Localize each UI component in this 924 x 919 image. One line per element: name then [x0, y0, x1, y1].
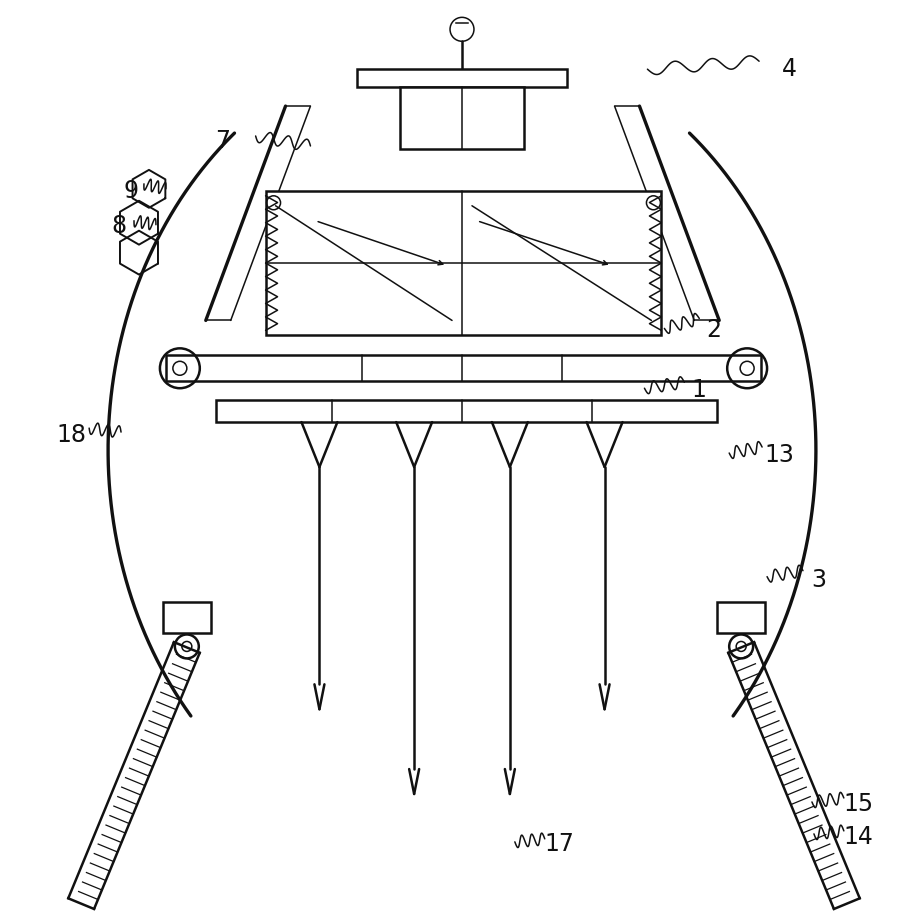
- Text: 4: 4: [782, 57, 796, 81]
- Text: 14: 14: [844, 825, 874, 849]
- Text: 1: 1: [692, 379, 707, 403]
- Bar: [163, 602, 211, 633]
- Text: 7: 7: [215, 129, 230, 153]
- Text: 8: 8: [112, 214, 127, 238]
- Bar: [166, 356, 761, 381]
- Text: 18: 18: [56, 423, 86, 447]
- Text: 3: 3: [811, 568, 826, 592]
- Bar: [717, 602, 765, 633]
- Text: 17: 17: [545, 832, 575, 856]
- Text: 9: 9: [124, 179, 139, 203]
- Bar: [215, 400, 717, 422]
- Text: 15: 15: [844, 792, 874, 816]
- Bar: [400, 87, 524, 149]
- Bar: [358, 69, 566, 87]
- Text: 2: 2: [707, 318, 722, 343]
- Text: 13: 13: [764, 443, 794, 467]
- Bar: [265, 191, 662, 335]
